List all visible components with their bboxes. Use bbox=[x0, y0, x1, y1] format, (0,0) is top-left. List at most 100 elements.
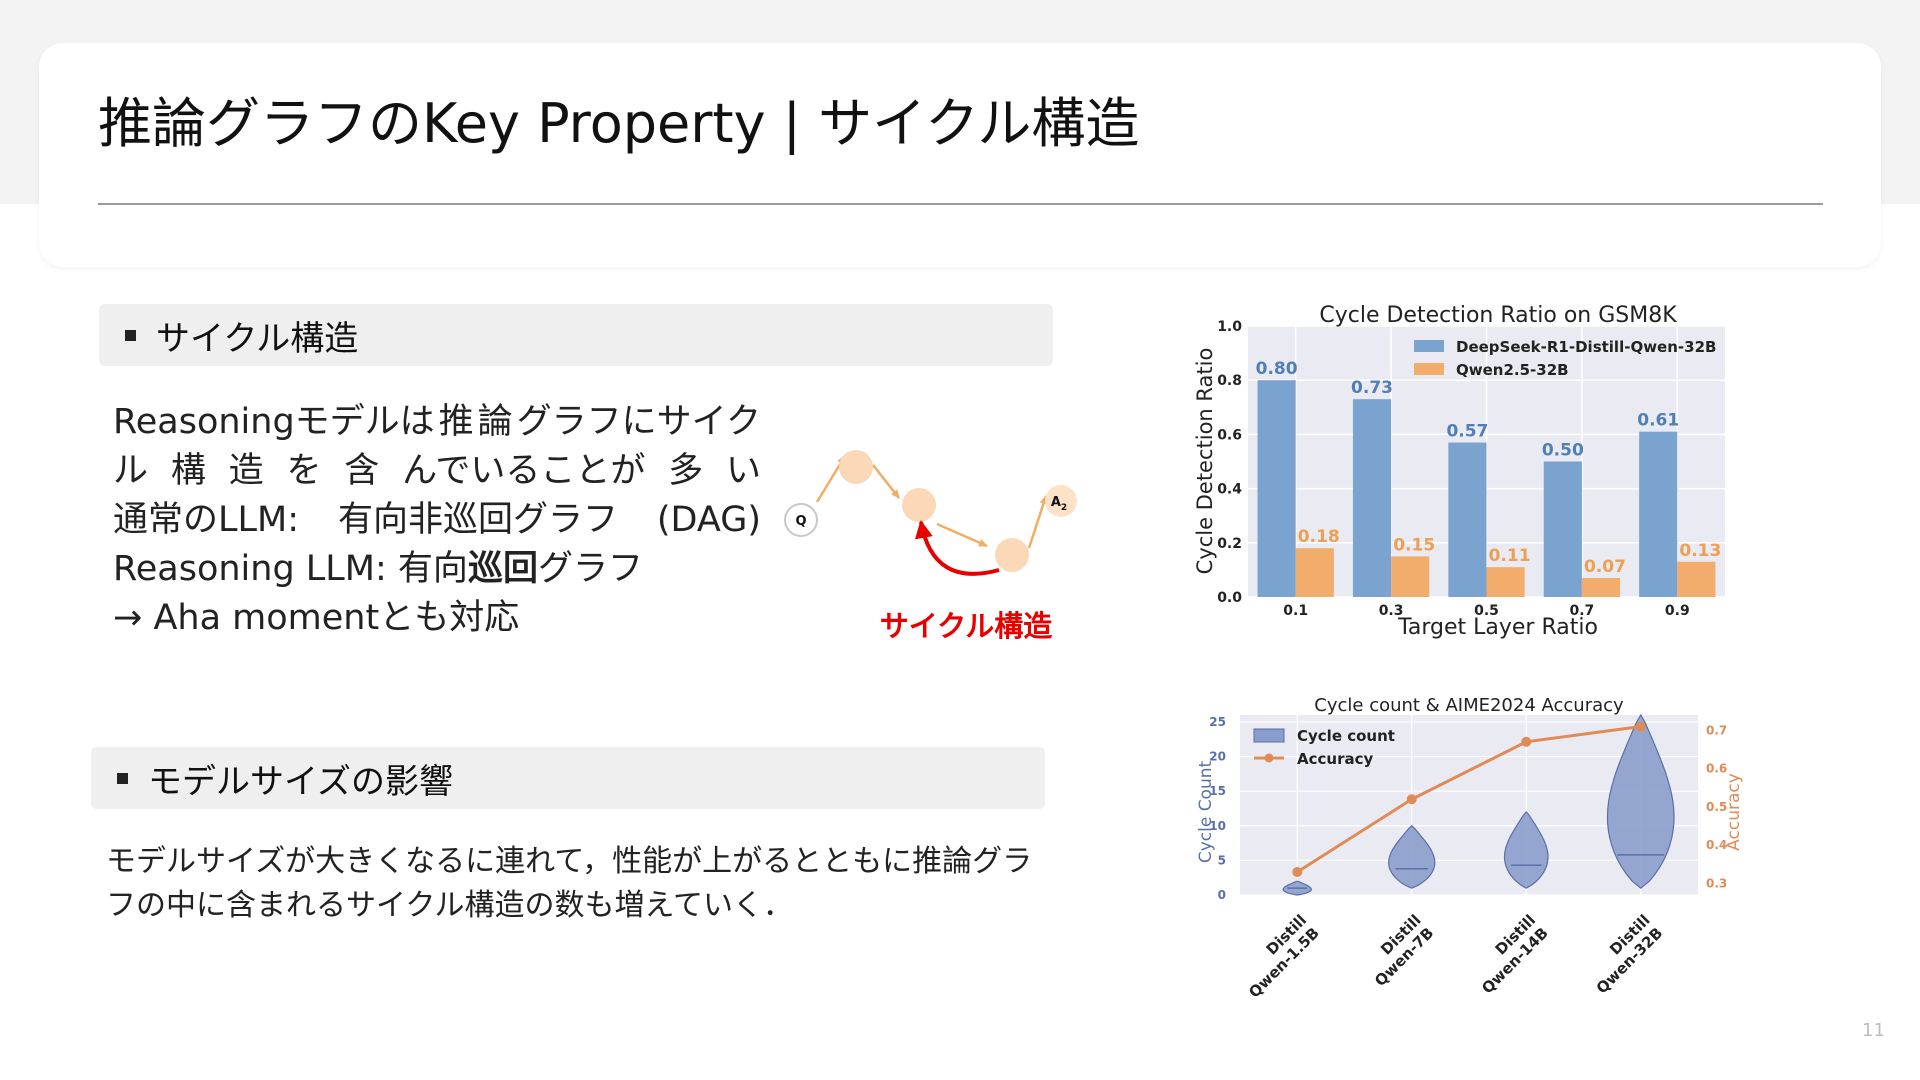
legend-swatch-qwen bbox=[1414, 363, 1444, 375]
text-segment: グラフにサイク bbox=[516, 402, 761, 442]
legend-label-qwen: Qwen2.5-32B bbox=[1456, 361, 1569, 379]
accuracy-point bbox=[1292, 867, 1303, 878]
cycle-graph-diagram: Q A2 サイクル構造 bbox=[784, 450, 1077, 643]
legend-swatch-cycle-count bbox=[1253, 728, 1285, 743]
section-heading-text: モデルサイズの影響 bbox=[148, 761, 453, 802]
accuracy-point bbox=[1406, 794, 1417, 805]
legend-swatch-deepseek bbox=[1414, 340, 1444, 352]
answer-node-subscript: 2 bbox=[1061, 503, 1067, 513]
y-tick-label: 15 bbox=[1209, 784, 1226, 798]
bar-qwen bbox=[1295, 548, 1334, 597]
legend-marker-accuracy bbox=[1264, 753, 1274, 763]
y2-tick-label: 0.7 bbox=[1706, 723, 1727, 737]
accuracy-point bbox=[1635, 721, 1646, 732]
square-bullet-icon bbox=[117, 772, 128, 784]
text-segment: 論 bbox=[477, 402, 513, 442]
y-tick-label: 5 bbox=[1218, 853, 1226, 867]
y-tick-label: 20 bbox=[1209, 750, 1226, 764]
y-tick-label: 25 bbox=[1209, 715, 1226, 729]
text-segment: グラフ bbox=[537, 549, 643, 589]
legend-label-cycle-count: Cycle count bbox=[1297, 727, 1395, 745]
text-segment: 通常のLLM: bbox=[113, 500, 299, 540]
body-line-2: ル 構 造 を 含 んでいることが 多 い bbox=[113, 447, 761, 496]
text-segment: (DAG) bbox=[656, 500, 761, 540]
text-segment: Reasoningモデルは bbox=[113, 402, 435, 442]
y-tick-label: 0.2 bbox=[1217, 536, 1242, 552]
query-node bbox=[784, 503, 818, 537]
bar-deepseek bbox=[1448, 442, 1487, 597]
section-heading-model-size: モデルサイズの影響 bbox=[91, 747, 1045, 809]
y2-tick-label: 0.6 bbox=[1706, 762, 1727, 776]
y-tick-label: 0.8 bbox=[1217, 373, 1242, 389]
cycle-arrow bbox=[915, 520, 1000, 576]
body-line-2: フの中に含まれるサイクル構造の数も増えていく． bbox=[106, 888, 793, 923]
bar-qwen bbox=[1677, 561, 1716, 597]
bar-value-label: 0.13 bbox=[1679, 541, 1721, 561]
text-segment: 含 bbox=[344, 451, 380, 491]
text-segment: ル bbox=[113, 451, 149, 491]
y-tick-label: 0.0 bbox=[1217, 590, 1242, 606]
x-tick-label: 0.9 bbox=[1665, 603, 1690, 619]
answer-node-label: A2 bbox=[1051, 495, 1067, 513]
answer-node-letter: A bbox=[1051, 495, 1061, 510]
legend-label-accuracy: Accuracy bbox=[1297, 750, 1373, 768]
bar-value-label: 0.50 bbox=[1542, 441, 1584, 461]
y-tick-label: 10 bbox=[1209, 819, 1226, 833]
graph-node bbox=[902, 488, 936, 522]
y-tick-label: 0 bbox=[1218, 888, 1226, 902]
title-divider bbox=[98, 203, 1823, 205]
graph-edge bbox=[1027, 495, 1048, 549]
x-tick-label: 0.7 bbox=[1569, 603, 1594, 619]
bar-value-label: 0.07 bbox=[1584, 557, 1626, 577]
text-segment: 造 bbox=[228, 451, 264, 491]
text-segment: んでいることが bbox=[402, 451, 646, 491]
graph-edge bbox=[936, 522, 988, 548]
y2-axis-label: Accuracy bbox=[1724, 773, 1744, 851]
body-line-5: → Aha momentとも対応 bbox=[113, 598, 520, 638]
x-tick-label: DistillQwen-1.5B bbox=[1233, 911, 1323, 1001]
page-number: 11 bbox=[1862, 1020, 1885, 1041]
bar-deepseek bbox=[1352, 399, 1392, 597]
cycle-count-accuracy-chart: 0 5 10 15 20 25 0.3 0.4 0.5 0.6 0.7 DistillQwen-1.5… bbox=[1196, 695, 1744, 1001]
body-line-1: モデルサイズが大きくなるに連れて，性能が上がるとともに推論グラ bbox=[106, 844, 1033, 879]
bar-value-label: 0.73 bbox=[1351, 378, 1393, 398]
x-tick-label: DistillQwen-7B bbox=[1358, 911, 1437, 990]
text-segment: を bbox=[286, 451, 322, 491]
y2-tick-label: 0.5 bbox=[1706, 800, 1727, 814]
bar-deepseek bbox=[1543, 461, 1582, 597]
body-line-3: 通常のLLM: 有向非巡回グラフ (DAG) bbox=[113, 496, 761, 545]
bar-value-label: 0.61 bbox=[1637, 411, 1679, 431]
x-tick-label: 0.3 bbox=[1379, 603, 1404, 619]
bold-text: 巡回 bbox=[467, 549, 538, 589]
accuracy-line bbox=[1296, 725, 1641, 874]
text-segment: 有向非巡回グラフ bbox=[337, 500, 618, 540]
bar-value-label: 0.57 bbox=[1446, 422, 1488, 442]
bar-deepseek bbox=[1639, 431, 1678, 597]
accuracy-point bbox=[1521, 736, 1532, 747]
bar-qwen bbox=[1581, 578, 1621, 597]
x-tick-label: 0.5 bbox=[1474, 603, 1499, 619]
square-bullet-icon bbox=[125, 329, 136, 341]
header-card bbox=[39, 43, 1881, 267]
body-line-4: Reasoning LLM: 有向巡回グラフ bbox=[113, 545, 761, 594]
text-segment: 構 bbox=[170, 451, 206, 491]
section1-body: Reasoningモデルは 推 論 グラフにサイク ル 構 造 を 含 んでいる… bbox=[113, 398, 761, 643]
violin-shape bbox=[1606, 713, 1675, 889]
violin-shape bbox=[1503, 810, 1549, 889]
cycle-detection-bar-chart: 0.80 0.18 0.73 0.15 0.57 0.11 0.50 0.07 0.61 0.13… bbox=[1193, 303, 1725, 640]
chart-title: Cycle Detection Ratio on GSM8K bbox=[1319, 303, 1677, 328]
answer-node bbox=[1045, 485, 1077, 517]
y-tick-label: 0.6 bbox=[1217, 427, 1242, 443]
text-segment: 多 bbox=[668, 451, 704, 491]
graph-node bbox=[839, 450, 873, 484]
chart-title: Cycle count & AIME2024 Accuracy bbox=[1314, 695, 1624, 716]
bar-qwen bbox=[1486, 567, 1525, 597]
section-heading-text: サイクル構造 bbox=[156, 318, 359, 359]
bar-value-label: 0.11 bbox=[1489, 546, 1531, 566]
bar-deepseek bbox=[1257, 380, 1296, 597]
y-tick-label: 0.4 bbox=[1217, 482, 1242, 498]
section2-body: モデルサイズが大きくなるに連れて，性能が上がるとともに推論グラ フの中に含まれる… bbox=[106, 840, 1066, 928]
x-tick-label: 0.1 bbox=[1283, 603, 1308, 619]
text-segment: Reasoning LLM: 有向 bbox=[113, 549, 468, 589]
y2-tick-label: 0.3 bbox=[1706, 877, 1727, 891]
